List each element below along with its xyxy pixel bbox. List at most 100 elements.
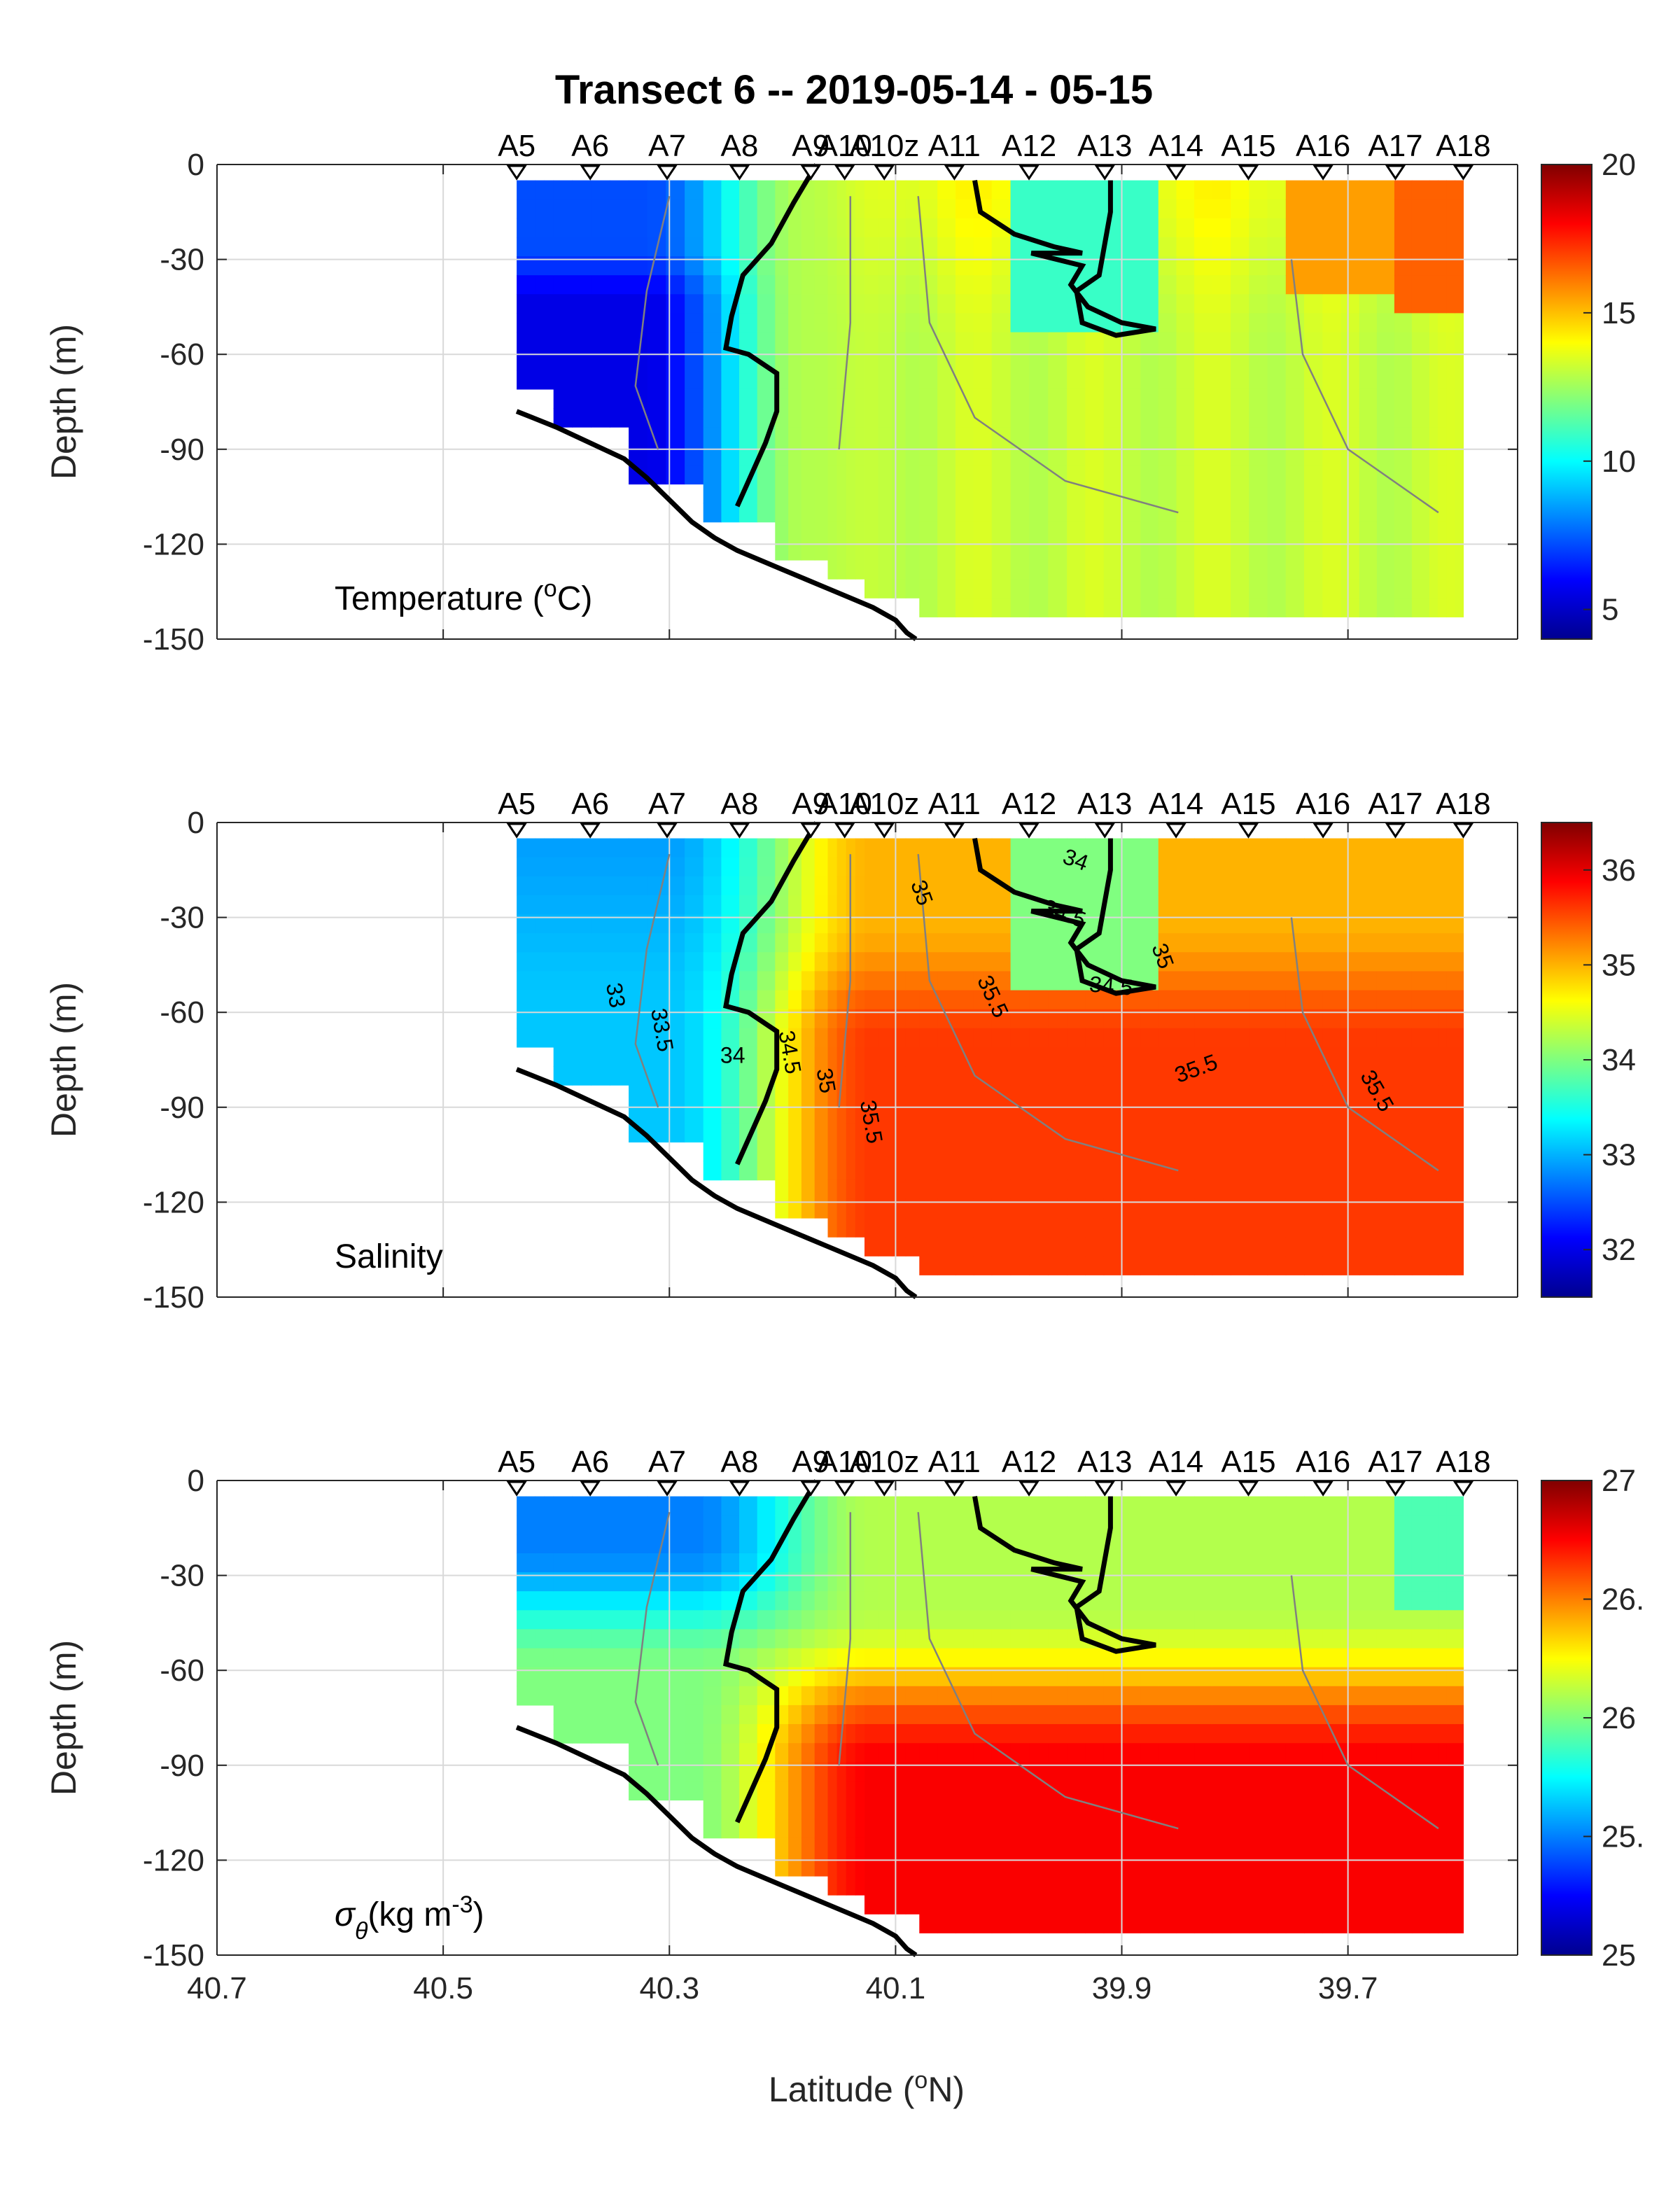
heatmap-cell (1103, 275, 1123, 295)
heatmap-cell (1285, 370, 1305, 390)
heatmap-cell (788, 952, 802, 972)
heatmap-cell (703, 876, 722, 896)
heatmap-cell (814, 1142, 829, 1162)
bathymetry-line (515, 1725, 918, 1957)
heatmap-cell (788, 1781, 802, 1801)
heatmap-cell (864, 1123, 879, 1143)
heatmap-cell (1446, 1553, 1455, 1573)
station-marker (1018, 1480, 1040, 1497)
heatmap-cell (814, 1781, 829, 1801)
heatmap-cell (892, 1591, 906, 1611)
heatmap-cell (855, 218, 865, 238)
heatmap-cell (1194, 1837, 1213, 1858)
heatmap-cell (1304, 218, 1323, 238)
heatmap-cell (629, 199, 648, 219)
heatmap-cell (1446, 522, 1455, 542)
heatmap-cell (591, 1704, 610, 1725)
heatmap-cell (1085, 1781, 1105, 1801)
heatmap-cell (526, 1667, 536, 1687)
heatmap-cell (1231, 1819, 1250, 1839)
heatmap-cell (775, 1856, 789, 1877)
heatmap-cell (991, 1591, 1011, 1611)
heatmap-cell (1438, 1856, 1447, 1877)
heatmap-cell (1194, 275, 1213, 295)
heatmap-cell (1411, 579, 1430, 598)
heatmap-cell (1231, 971, 1250, 991)
heatmap-cell (1376, 838, 1395, 858)
heatmap-cell (905, 522, 920, 542)
heatmap-cell (703, 1028, 722, 1048)
heatmap-cell (517, 895, 526, 915)
heatmap-cell (1029, 560, 1049, 580)
heatmap-cell (788, 876, 802, 896)
heatmap-cell (878, 1534, 892, 1554)
heatmap-cell (892, 237, 906, 257)
heatmap-cell (1438, 370, 1447, 390)
heatmap-cell (1067, 427, 1086, 447)
heatmap-cell (1176, 1161, 1195, 1181)
heatmap-cell (1140, 1046, 1159, 1067)
heatmap-cell (757, 1028, 776, 1048)
contour-label: 33 (601, 981, 631, 1009)
heatmap-cell (647, 408, 667, 428)
heatmap-cell (905, 313, 920, 333)
heatmap-cell (801, 1762, 816, 1782)
heatmap-cell (991, 1218, 1011, 1238)
heatmap-cell (1455, 933, 1464, 953)
heatmap-cell (1249, 1800, 1268, 1820)
heatmap-cell (1446, 1028, 1455, 1048)
heatmap-cell (1411, 598, 1430, 617)
heatmap-cell (1067, 1686, 1086, 1706)
heatmap-cell (757, 199, 776, 219)
heatmap-cell (827, 1800, 838, 1820)
heatmap-cell (827, 1762, 838, 1782)
station-label: A12 (1002, 129, 1056, 163)
heatmap-cell (814, 408, 829, 428)
heatmap-cell (591, 857, 610, 877)
station-marker (580, 1480, 601, 1497)
heatmap-cell (1340, 465, 1360, 485)
heatmap-cell (685, 237, 704, 257)
heatmap-cell (827, 990, 838, 1010)
heatmap-cell (955, 1895, 974, 1914)
heatmap-cell (1158, 1515, 1177, 1535)
heatmap-cell (1446, 1914, 1455, 1933)
heatmap-cell (647, 332, 667, 352)
heatmap-cell (1376, 1724, 1395, 1744)
heatmap-cell (788, 522, 802, 542)
heatmap-cell (544, 351, 554, 371)
heatmap-cell (526, 351, 536, 371)
heatmap-cell (846, 465, 856, 485)
heatmap-cell (1121, 1534, 1141, 1554)
heatmap-cell (1304, 503, 1323, 523)
heatmap-cell (1267, 857, 1287, 877)
heatmap-cell (1029, 388, 1049, 409)
heatmap-cell (1231, 313, 1250, 333)
heatmap-cell (892, 1895, 906, 1914)
heatmap-cell (1194, 1123, 1213, 1143)
heatmap-cell (1285, 522, 1305, 542)
y-tick-label: -150 (143, 622, 204, 657)
chart-title: Transect 6 -- 2019-05-14 - 05-15 (555, 67, 1153, 113)
heatmap-cell (1249, 579, 1268, 598)
heatmap-cell (775, 1142, 789, 1162)
heatmap-cell (1411, 237, 1430, 257)
heatmap-cell (1267, 952, 1287, 972)
heatmap-cell (544, 1629, 554, 1649)
heatmap-cell (739, 895, 758, 915)
heatmap-cell (1103, 1781, 1123, 1801)
heatmap-cell (1176, 1781, 1195, 1801)
heatmap-cell (814, 1704, 829, 1725)
heatmap-cell (775, 237, 789, 257)
heatmap-cell (685, 1028, 704, 1048)
heatmap-cell (1429, 952, 1438, 972)
heatmap-cell (1048, 1895, 1068, 1914)
isoline (1290, 917, 1439, 1172)
heatmap-cell (610, 180, 629, 200)
heatmap-cell (721, 1161, 740, 1181)
heatmap-cell (1176, 1256, 1195, 1275)
heatmap-cell (535, 1534, 545, 1554)
heatmap-cell (739, 408, 758, 428)
heatmap-cell (629, 218, 648, 238)
heatmap-cell (892, 1237, 906, 1256)
